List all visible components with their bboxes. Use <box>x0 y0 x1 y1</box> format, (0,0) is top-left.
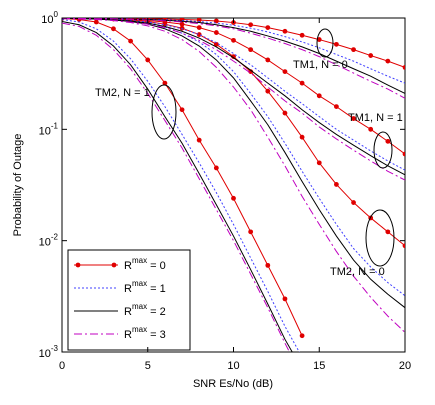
series-line <box>62 18 405 309</box>
marker <box>145 57 151 63</box>
legend-label: Rmax = 3 <box>124 325 166 341</box>
marker <box>128 38 134 44</box>
plot-lines <box>62 18 405 352</box>
marker <box>231 37 236 43</box>
y-tick-label: 10-3 <box>39 344 59 360</box>
legend-marker <box>111 262 117 268</box>
legend-marker <box>75 262 81 268</box>
marker <box>213 30 219 35</box>
annotation: TM1, N = 1 <box>348 112 403 124</box>
marker <box>402 64 405 70</box>
marker <box>162 80 168 86</box>
marker <box>179 25 185 31</box>
marker <box>248 47 254 53</box>
marker <box>265 25 271 30</box>
marker <box>265 262 271 268</box>
x-tick-label: 0 <box>59 360 65 372</box>
marker <box>196 32 202 37</box>
marker <box>385 58 391 64</box>
annotation: TM1, N = 0 <box>293 59 348 71</box>
y-tick-label: 10-2 <box>39 233 59 249</box>
marker <box>179 107 185 113</box>
y-axis-label: Probability of Outage <box>12 134 24 237</box>
marker <box>334 41 339 47</box>
annotation: TM2, N = 0 <box>330 266 385 278</box>
x-tick-label: 20 <box>399 360 411 372</box>
marker <box>385 229 391 235</box>
marker <box>316 160 322 166</box>
ellipse <box>316 28 334 58</box>
annotation: TM2, N = 1 <box>95 87 150 99</box>
marker <box>196 25 202 30</box>
marker <box>351 116 356 121</box>
marker <box>385 138 391 144</box>
x-tick-label: 5 <box>145 360 151 372</box>
marker <box>231 54 236 60</box>
series-line <box>62 18 405 333</box>
marker <box>111 26 116 32</box>
legend-label: Rmax = 1 <box>124 279 166 295</box>
marker <box>196 137 202 143</box>
marker <box>231 195 236 201</box>
marker <box>299 333 305 339</box>
ellipse <box>365 209 395 267</box>
marker <box>265 88 271 94</box>
ellipse <box>373 131 393 169</box>
legend <box>67 249 191 351</box>
series-line <box>62 22 291 352</box>
marker <box>265 57 271 63</box>
marker <box>299 32 305 38</box>
marker <box>248 229 254 235</box>
marker <box>282 296 288 302</box>
marker <box>213 165 219 171</box>
marker <box>282 110 288 116</box>
ellipse <box>151 84 177 140</box>
marker <box>351 200 356 205</box>
marker <box>248 69 254 75</box>
marker <box>402 243 405 249</box>
legend-label: Rmax = 2 <box>124 302 166 318</box>
marker <box>179 21 185 27</box>
legend-label: Rmax = 0 <box>124 256 166 272</box>
marker <box>316 37 322 42</box>
x-tick-label: 15 <box>313 360 325 372</box>
marker <box>351 47 356 53</box>
marker <box>282 28 288 34</box>
marker <box>334 182 339 187</box>
marker <box>402 151 405 157</box>
marker <box>368 126 374 132</box>
x-axis-label: SNR Es/No (dB) <box>193 378 273 390</box>
marker <box>248 22 254 28</box>
series-line <box>62 18 405 99</box>
marker <box>334 104 339 110</box>
series-line <box>62 21 293 352</box>
y-tick-label: 100 <box>41 10 58 26</box>
marker <box>368 53 374 58</box>
series-line <box>62 18 405 94</box>
series-line <box>62 18 300 352</box>
marker <box>316 93 322 99</box>
marker <box>93 19 99 25</box>
x-tick-label: 10 <box>227 360 239 372</box>
y-tick-label: 10-1 <box>39 121 59 137</box>
marker <box>299 80 305 86</box>
marker <box>282 69 288 75</box>
marker <box>213 41 219 47</box>
marker <box>299 134 305 140</box>
series-line <box>62 18 405 181</box>
marker <box>213 18 219 24</box>
